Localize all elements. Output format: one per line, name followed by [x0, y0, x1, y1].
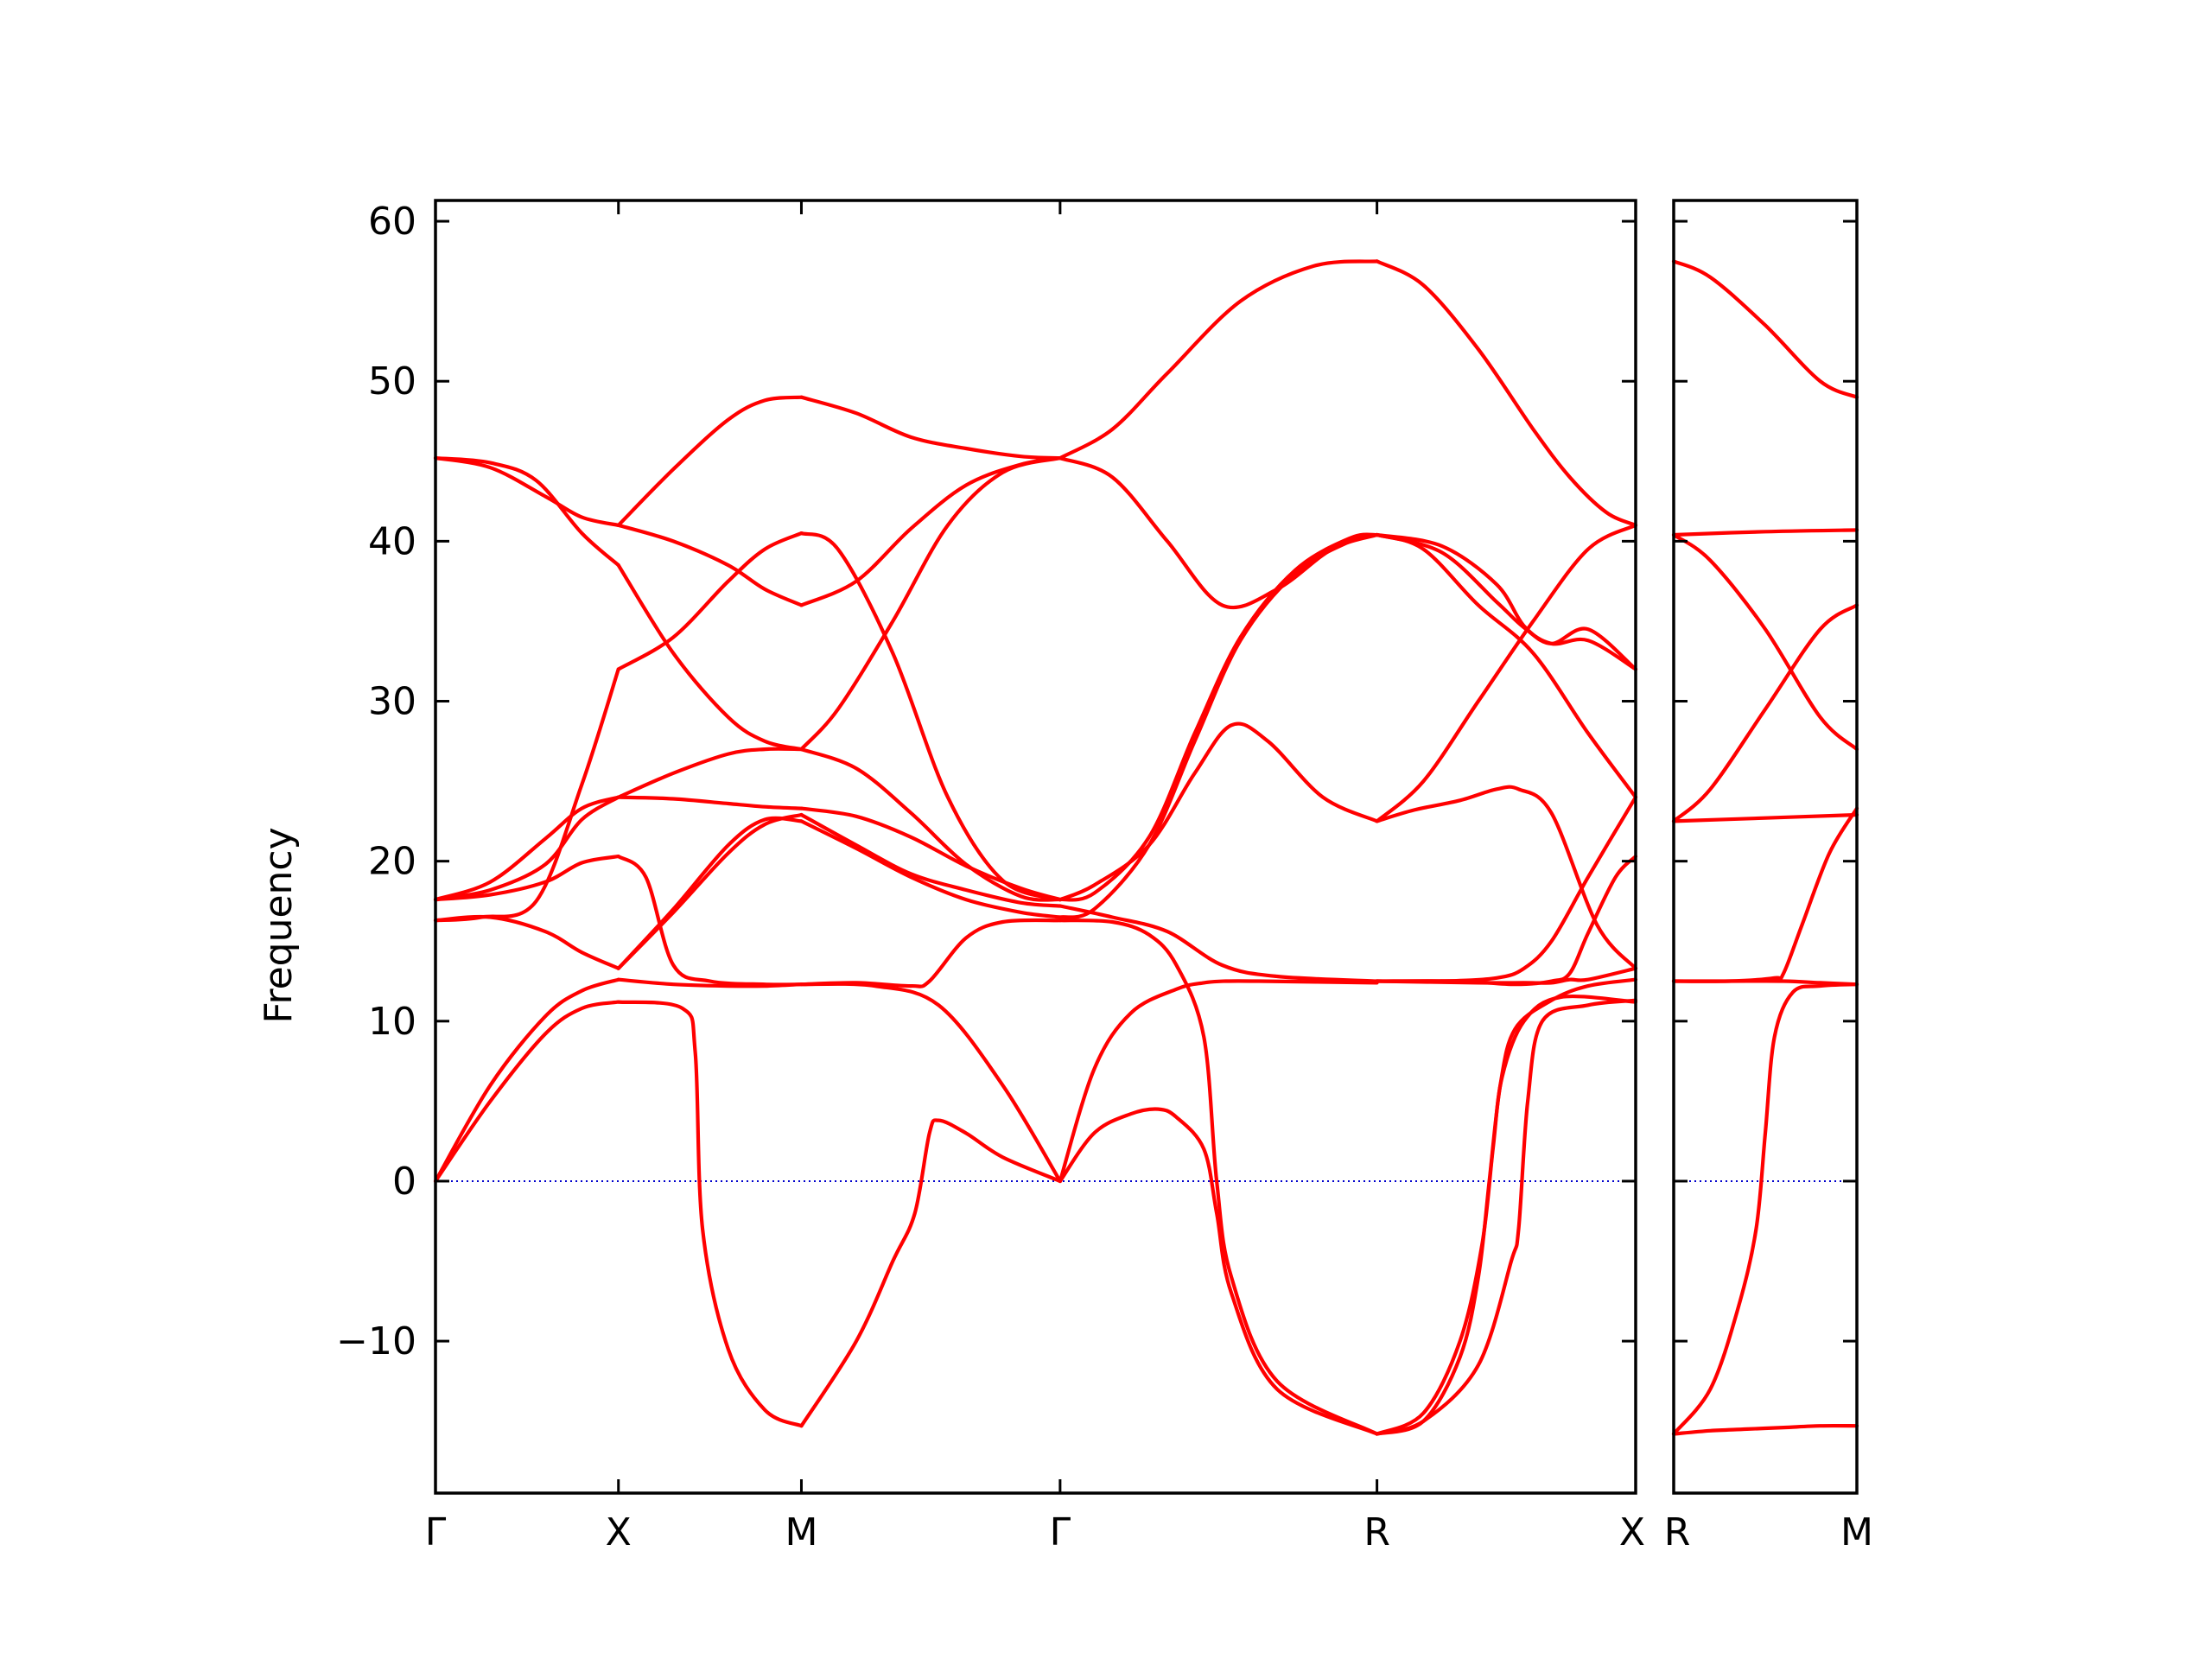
y-tick-label: 40 [368, 519, 416, 563]
y-tick-label: 50 [368, 359, 416, 404]
x-tick-label: R [1363, 1510, 1390, 1554]
band-1-42 [1375, 532, 1638, 671]
band-1-5 [433, 855, 620, 902]
band-1-13 [616, 812, 804, 970]
x-tick-label: Γ [1050, 1510, 1071, 1554]
band-2-1 [1671, 1423, 1859, 1436]
band-1-26 [799, 806, 1062, 902]
x-tick-label: X [606, 1510, 632, 1554]
band-1-52 [1375, 998, 1638, 1436]
x-tick-label: X [1619, 1510, 1645, 1554]
band-1-38 [1058, 532, 1379, 919]
y-tick-label: 10 [368, 1000, 416, 1044]
y-tick-label: −10 [336, 1319, 416, 1363]
band-2-2 [1671, 982, 1859, 1436]
band-1-23 [799, 918, 1062, 988]
band-1-45 [1375, 523, 1638, 823]
band-1-33 [1058, 1107, 1379, 1436]
x-tick-label: M [1840, 1510, 1873, 1554]
band-1-41 [1375, 259, 1638, 527]
band-1-46 [1375, 785, 1638, 970]
band-1-16 [616, 795, 804, 810]
band-1-43 [1375, 532, 1638, 671]
band-1-31 [799, 395, 1062, 461]
band-1-19 [616, 523, 804, 607]
x-tick-label: M [785, 1510, 817, 1554]
band-1-49 [1375, 855, 1638, 987]
band-1-25 [799, 819, 1062, 919]
y-tick-label: 30 [368, 680, 416, 724]
band-1-37 [1058, 532, 1379, 902]
band-curves [433, 259, 1859, 1436]
panel-frame-2 [1672, 199, 1859, 1495]
band-1-30 [799, 456, 1062, 607]
band-2-6 [1671, 603, 1859, 823]
band-1-4 [433, 914, 620, 970]
band-1-2 [433, 1000, 620, 1184]
x-tick-label: R [1664, 1510, 1691, 1554]
band-1-50 [1375, 977, 1638, 1436]
band-1-17 [616, 531, 804, 671]
band-1-12 [616, 855, 804, 987]
band-1-44 [1375, 532, 1638, 799]
band-1-36 [1058, 721, 1379, 902]
band-1-8 [433, 456, 620, 568]
band-1-35 [1058, 904, 1379, 983]
x-tick-label: Γ [425, 1510, 447, 1554]
band-1-24 [799, 812, 1062, 908]
band-1-1 [433, 977, 620, 1184]
band-1-22 [799, 1118, 1062, 1428]
band-1-32 [1058, 979, 1379, 1184]
y-tick-label: 60 [368, 200, 416, 244]
y-tick-label: 20 [368, 840, 416, 884]
band-2-4 [1671, 806, 1859, 983]
band-1-29 [799, 531, 1062, 902]
band-1-11 [616, 1000, 804, 1428]
band-1-40 [1058, 259, 1379, 461]
panel-frame-1 [434, 199, 1637, 1495]
band-1-51 [1375, 994, 1638, 1436]
y-axis-title: Frequency [257, 827, 301, 1023]
band-1-6 [433, 795, 620, 902]
band-1-20 [616, 395, 804, 527]
band-2-9 [1671, 259, 1859, 399]
band-1-9 [433, 456, 620, 527]
band-1-7 [433, 795, 620, 902]
band-1-27 [799, 747, 1062, 902]
band-1-28 [799, 456, 1062, 752]
band-2-8 [1671, 528, 1859, 537]
band-1-14 [616, 816, 804, 970]
band-1-3 [433, 667, 620, 923]
band-1-34 [1058, 918, 1379, 1436]
band-1-39 [1058, 456, 1379, 610]
band-1-21 [799, 982, 1062, 1184]
panel-frames [434, 199, 1859, 1495]
band-2-5 [1671, 812, 1859, 823]
band-1-47 [1375, 795, 1638, 983]
band-1-15 [616, 747, 804, 799]
y-tick-label: 0 [392, 1160, 416, 1204]
band-2-7 [1671, 532, 1859, 752]
band-1-18 [616, 563, 804, 752]
